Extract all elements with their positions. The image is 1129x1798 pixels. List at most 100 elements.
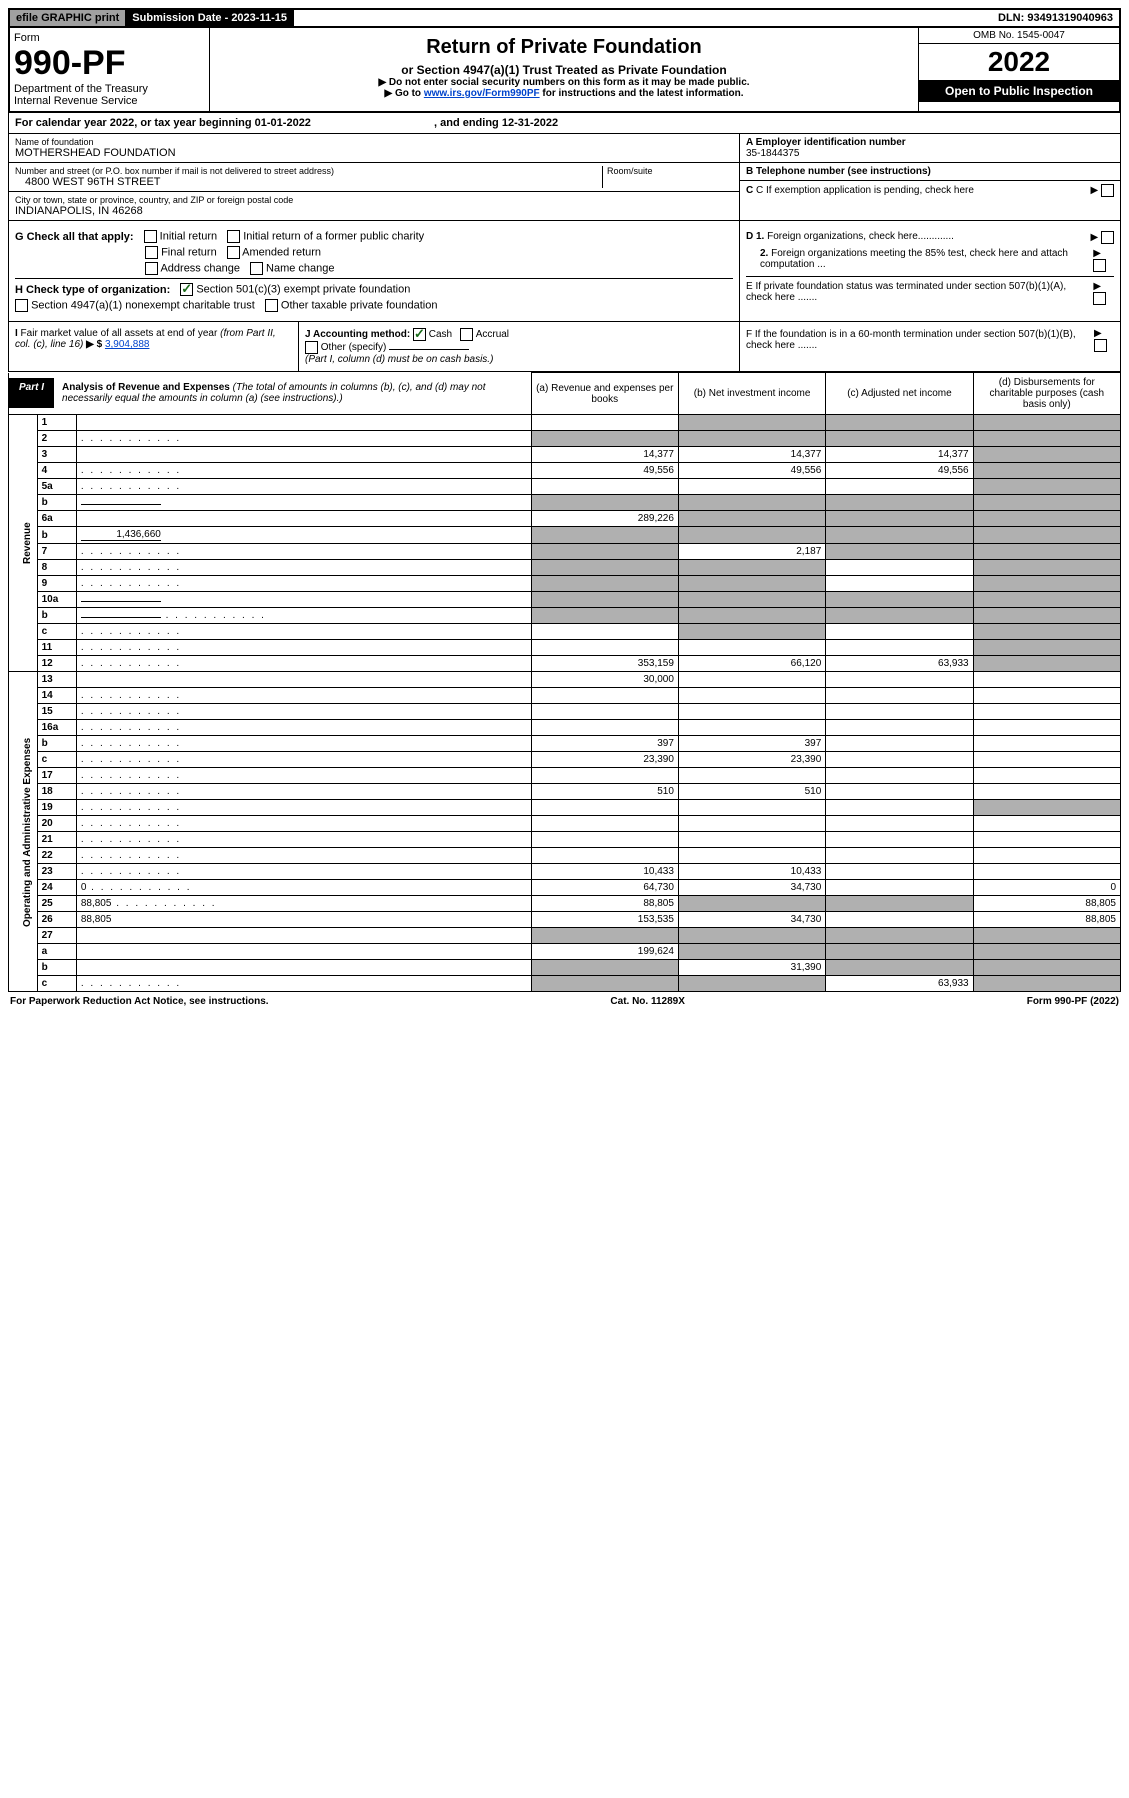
line-desc — [76, 431, 531, 447]
line-no: 10a — [37, 592, 76, 608]
phone-cell: B Telephone number (see instructions) — [740, 163, 1120, 181]
cell-12-b: 66,120 — [678, 656, 825, 672]
cell-16a-a — [531, 720, 678, 736]
cash-checkbox[interactable] — [413, 328, 426, 341]
cell-10a-c — [826, 592, 973, 608]
foundation-name: MOTHERSHEAD FOUNDATION — [15, 147, 733, 159]
cell-b-a — [531, 527, 678, 544]
60month-checkbox[interactable] — [1094, 339, 1107, 352]
line-desc — [76, 720, 531, 736]
cell-b-a — [531, 960, 678, 976]
cell-5a-c — [826, 479, 973, 495]
table-row: 25 88,805 88,80588,805 — [9, 896, 1121, 912]
cell-2-a — [531, 431, 678, 447]
foreign-org-checkbox[interactable] — [1101, 231, 1114, 244]
line-no: 2 — [37, 431, 76, 447]
cell-c-c — [826, 752, 973, 768]
table-row: 6a 289,226 — [9, 511, 1121, 527]
address-change-checkbox[interactable] — [145, 262, 158, 275]
line-no: 16a — [37, 720, 76, 736]
cell-27-a — [531, 928, 678, 944]
terminated-checkbox[interactable] — [1093, 292, 1106, 305]
cell-b-d — [973, 960, 1120, 976]
cell-10a-b — [678, 592, 825, 608]
line-desc — [76, 688, 531, 704]
exemption-checkbox[interactable] — [1101, 184, 1114, 197]
line-no: 17 — [37, 768, 76, 784]
line-no: 8 — [37, 560, 76, 576]
cell-11-c — [826, 640, 973, 656]
initial-return-checkbox[interactable] — [144, 230, 157, 243]
amended-return-checkbox[interactable] — [227, 246, 240, 259]
part-label: Part I — [9, 378, 54, 408]
cell-6a-d — [973, 511, 1120, 527]
table-row: 11 — [9, 640, 1121, 656]
line-desc — [76, 976, 531, 992]
cell-25-c — [826, 896, 973, 912]
table-row: a 199,624 — [9, 944, 1121, 960]
final-return-checkbox[interactable] — [145, 246, 158, 259]
cell-14-c — [826, 688, 973, 704]
4947-checkbox[interactable] — [15, 299, 28, 312]
table-row: Operating and Administrative Expenses 13… — [9, 672, 1121, 688]
501c3-checkbox[interactable] — [180, 283, 193, 296]
accrual-checkbox[interactable] — [460, 328, 473, 341]
line-desc — [76, 848, 531, 864]
irs-link[interactable]: www.irs.gov/Form990PF — [424, 88, 540, 99]
table-row: 8 — [9, 560, 1121, 576]
cell-12-c: 63,933 — [826, 656, 973, 672]
cell-10a-a — [531, 592, 678, 608]
irs-label: Internal Revenue Service — [14, 95, 205, 107]
other-taxable-checkbox[interactable] — [265, 299, 278, 312]
85pct-checkbox[interactable] — [1093, 259, 1106, 272]
line-desc — [76, 511, 531, 527]
table-row: Revenue 1 — [9, 415, 1121, 431]
header-center: Return of Private Foundation or Section … — [210, 28, 919, 111]
line-desc: 0 — [76, 880, 531, 896]
cell-a-d — [973, 944, 1120, 960]
cell-1-d — [973, 415, 1120, 431]
revenue-side-label: Revenue — [9, 415, 38, 672]
instr-link: ▶ Go to www.irs.gov/Form990PF for instru… — [214, 88, 914, 99]
line-no: 13 — [37, 672, 76, 688]
cell-9-b — [678, 576, 825, 592]
cell-4-a: 49,556 — [531, 463, 678, 479]
cell-2-c — [826, 431, 973, 447]
cell-a-a: 199,624 — [531, 944, 678, 960]
line-no: 19 — [37, 800, 76, 816]
form-header: Form 990-PF Department of the Treasury I… — [8, 28, 1121, 113]
identity-left: Name of foundation MOTHERSHEAD FOUNDATIO… — [9, 134, 740, 220]
cell-9-a — [531, 576, 678, 592]
g-h-section: G Check all that apply: Initial return I… — [9, 221, 740, 321]
page-footer: For Paperwork Reduction Act Notice, see … — [8, 992, 1121, 1011]
cell-26-b: 34,730 — [678, 912, 825, 928]
table-row: 12 353,15966,12063,933 — [9, 656, 1121, 672]
cell-b-c — [826, 527, 973, 544]
cell-15-a — [531, 704, 678, 720]
line-no: 18 — [37, 784, 76, 800]
line-desc — [76, 752, 531, 768]
cell-c-b — [678, 976, 825, 992]
cell-b-c — [826, 736, 973, 752]
line-desc: 88,805 — [76, 912, 531, 928]
form-number: 990-PF — [14, 44, 205, 83]
initial-former-checkbox[interactable] — [227, 230, 240, 243]
cell-24-b: 34,730 — [678, 880, 825, 896]
line-no: 25 — [37, 896, 76, 912]
table-row: c — [9, 624, 1121, 640]
cell-23-d — [973, 864, 1120, 880]
cell-16a-c — [826, 720, 973, 736]
name-change-checkbox[interactable] — [250, 262, 263, 275]
cell-b-d — [973, 527, 1120, 544]
table-row: 24 0 64,73034,7300 — [9, 880, 1121, 896]
other-method-checkbox[interactable] — [305, 341, 318, 354]
calendar-year-row: For calendar year 2022, or tax year begi… — [8, 113, 1121, 134]
checks-section: G Check all that apply: Initial return I… — [8, 221, 1121, 322]
cell-18-c — [826, 784, 973, 800]
line-no: 12 — [37, 656, 76, 672]
cell-a-c — [826, 944, 973, 960]
d-e-section: D 1. Foreign organizations, check here..… — [740, 221, 1120, 321]
table-row: 22 — [9, 848, 1121, 864]
cell-3-b: 14,377 — [678, 447, 825, 463]
line-desc — [76, 640, 531, 656]
